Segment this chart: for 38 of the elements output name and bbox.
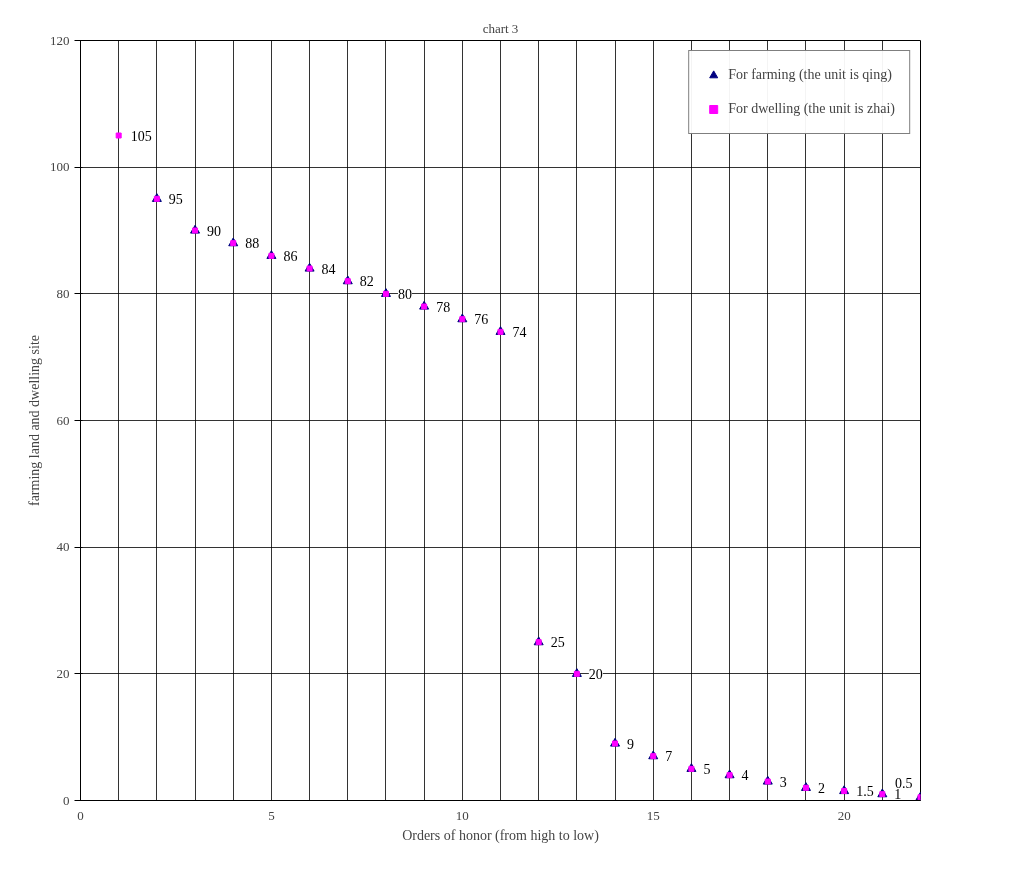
data-label: 3 [779, 774, 787, 790]
data-label: 105 [130, 128, 152, 144]
data-label: 7 [665, 749, 673, 765]
x-tick-label: 5 [268, 807, 275, 823]
x-tick-label: 20 [837, 807, 851, 823]
x-tick-label: 15 [646, 807, 660, 823]
legend-label: For farming (the unit is qing) [728, 67, 892, 83]
y-tick-label: 100 [50, 159, 70, 175]
data-label: 2 [817, 780, 825, 796]
data-label: 4 [741, 768, 749, 784]
data-label: 25 [550, 635, 565, 651]
chart-title: chart 3 [482, 20, 519, 36]
data-label: 9 [627, 736, 635, 752]
data-label: 78 [436, 299, 451, 315]
legend-label: For dwelling (the unit is zhai) [728, 101, 895, 117]
y-tick-label: 120 [50, 32, 70, 48]
x-tick-label: 10 [455, 807, 469, 823]
y-tick-label: 80 [56, 285, 70, 301]
data-label: 86 [283, 248, 298, 264]
x-axis-title: Orders of honor (from high to low) [402, 827, 600, 844]
data-label: 90 [207, 223, 222, 239]
y-tick-label: 20 [56, 665, 70, 681]
data-label: 82 [359, 274, 374, 290]
data-label: 1.5 [856, 784, 874, 799]
data-label: 74 [512, 324, 527, 340]
data-label: 20 [588, 666, 603, 682]
y-axis-title: farming land and dwelling site [27, 334, 42, 507]
data-label: 84 [321, 261, 336, 277]
data-label: 95 [168, 191, 183, 207]
y-tick-label: 0 [63, 792, 70, 808]
data-label: 1 [894, 787, 902, 803]
data-label: 88 [245, 236, 260, 252]
y-tick-label: 40 [56, 539, 70, 555]
data-label: 80 [397, 286, 412, 302]
data-label: 76 [474, 312, 489, 328]
y-tick-label: 60 [56, 412, 70, 428]
x-tick-label: 0 [77, 807, 84, 823]
data-label: 5 [703, 761, 711, 777]
